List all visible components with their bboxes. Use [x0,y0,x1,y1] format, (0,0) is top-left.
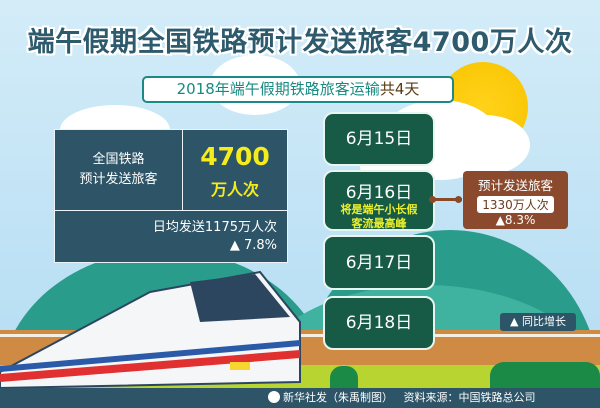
connector-dot [455,196,462,203]
divider [182,130,183,210]
total-unit: 万人次 [210,180,259,199]
date-box-0615: 6月15日 [323,112,435,166]
page-title: 端午假期全国铁路预计发送旅客4700万人次 [27,27,573,58]
train-illustration [0,270,301,388]
xinhua-logo-icon [268,391,280,403]
peak-note-line2: 客流最高峰 [351,217,407,230]
date-box-0618: 6月18日 [323,296,435,350]
source-text: 资料来源：中国铁路总公司 [403,391,536,404]
total-number: 4700 [200,142,270,171]
summary-panel: 全国铁路预计发送旅客 4700 万人次 日均发送1175万人次 ▲ 7.8% [54,129,288,263]
date-label: 6月16日 [345,183,413,203]
date-label: 6月17日 [345,253,413,273]
daily-average: 日均发送1175万人次 [152,220,277,235]
summary-label: 全国铁路预计发送旅客 [55,150,182,190]
growth-rate: ▲ 7.8% [229,238,277,253]
peak-growth: ▲8.3% [495,213,536,227]
peak-value: 1330万人次 [477,196,554,213]
date-label: 6月18日 [345,313,413,333]
peak-label: 预计发送旅客 [477,178,553,193]
date-box-0617: 6月17日 [323,235,435,290]
subtitle-emphasis: 共4天 [379,80,420,98]
date-box-0616: 6月16日 将是端午小长假 客流最高峰 [323,170,435,231]
connector-line [432,198,462,201]
footer-credits: 新华社发（朱禹制图） 资料来源：中国铁路总公司 [0,388,600,408]
credit-text: 新华社发（朱禹制图） [283,391,393,404]
peak-day-callout: 预计发送旅客 1330万人次 ▲8.3% [463,171,568,229]
summary-label-line1: 全国铁路 [92,152,145,167]
peak-note-line1: 将是端午小长假 [340,203,418,216]
divider [55,210,287,211]
summary-label-line2: 预计发送旅客 [79,172,158,187]
trees [490,362,600,388]
subtitle-text: 2018年端午假期铁路旅客运输 [176,80,380,98]
tree [330,366,358,388]
date-label: 6月15日 [345,129,413,149]
legend-yoy-growth: ▲ 同比增长 [500,313,576,331]
subtitle-banner: 2018年端午假期铁路旅客运输共4天 [142,76,454,103]
connector-dot [429,196,436,203]
